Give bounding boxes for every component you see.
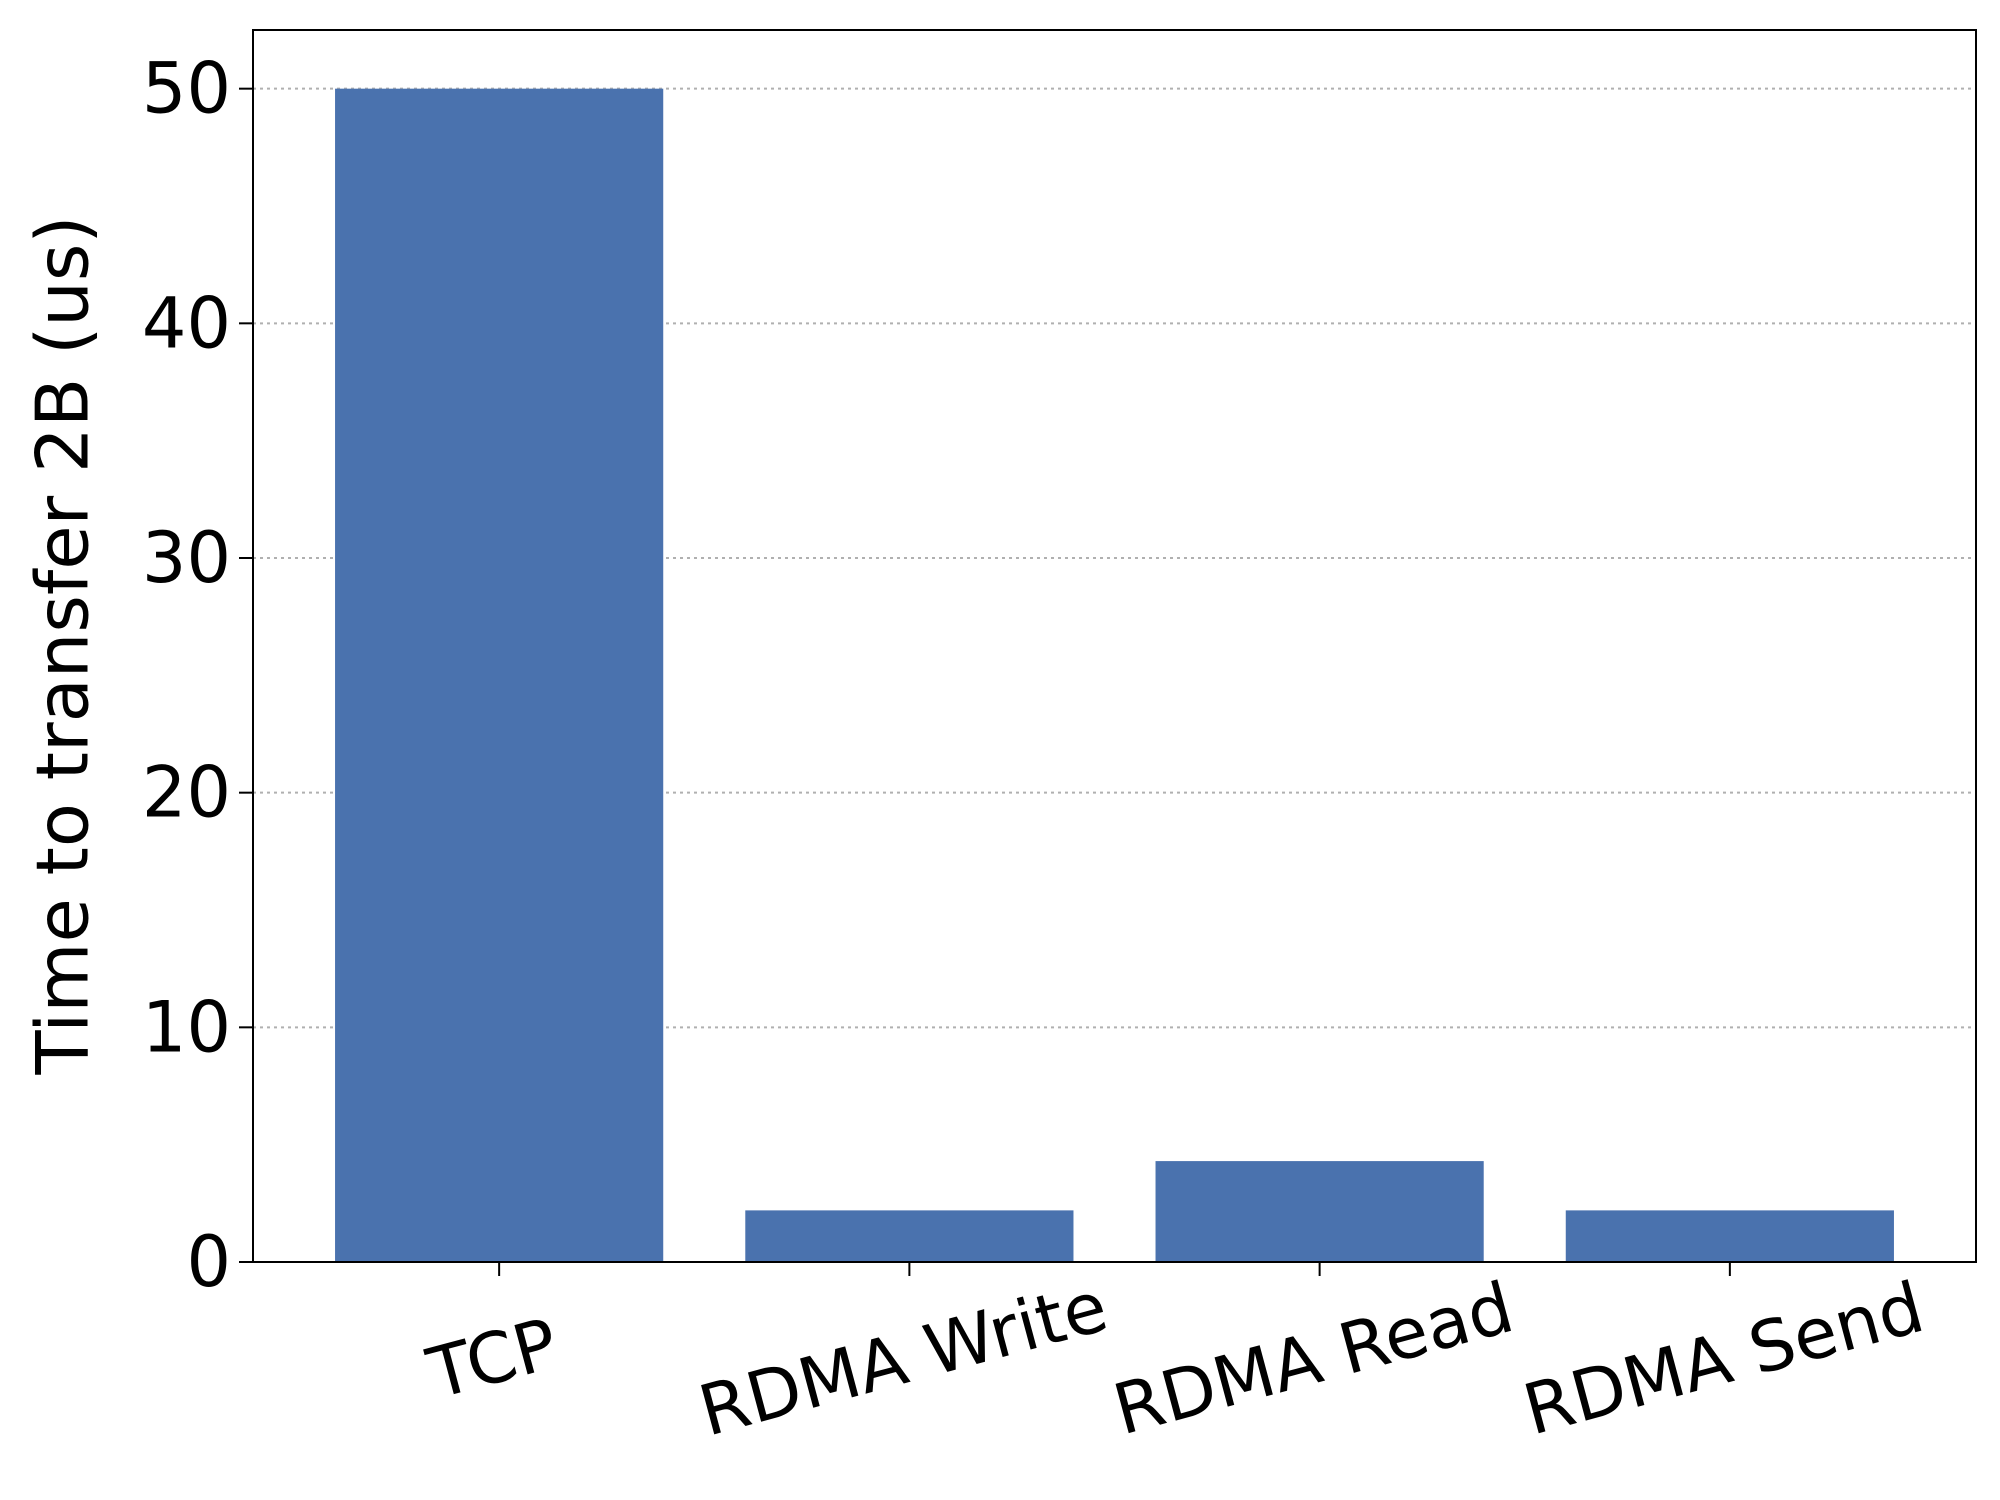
bars bbox=[335, 88, 1894, 1263]
y-tick-label-50: 50 bbox=[142, 48, 231, 130]
y-tick-label-40: 40 bbox=[142, 282, 231, 364]
bar-rdma-write bbox=[745, 1210, 1074, 1262]
x-tick-label-rdma-read: RDMA Read bbox=[1105, 1266, 1521, 1451]
y-axis-label: Time to transfer 2B (us) bbox=[21, 216, 105, 1076]
bar-tcp bbox=[335, 88, 664, 1263]
y-tick-label-30: 30 bbox=[142, 517, 231, 599]
y-axis-ticks: 0 10 20 30 40 50 bbox=[142, 48, 253, 1303]
y-tick-label-10: 10 bbox=[142, 986, 231, 1068]
y-tick-label-20: 20 bbox=[142, 752, 231, 834]
plot-frame bbox=[252, 29, 1977, 1263]
x-tick-label-rdma-send: RDMA Send bbox=[1515, 1266, 1932, 1451]
y-tick-label-0: 0 bbox=[186, 1221, 231, 1303]
bar-rdma-read bbox=[1155, 1161, 1484, 1262]
x-tick-label-tcp: TCP bbox=[419, 1302, 567, 1415]
bar-rdma-send bbox=[1565, 1210, 1894, 1262]
x-tick-label-rdma-write: RDMA Write bbox=[691, 1265, 1116, 1452]
